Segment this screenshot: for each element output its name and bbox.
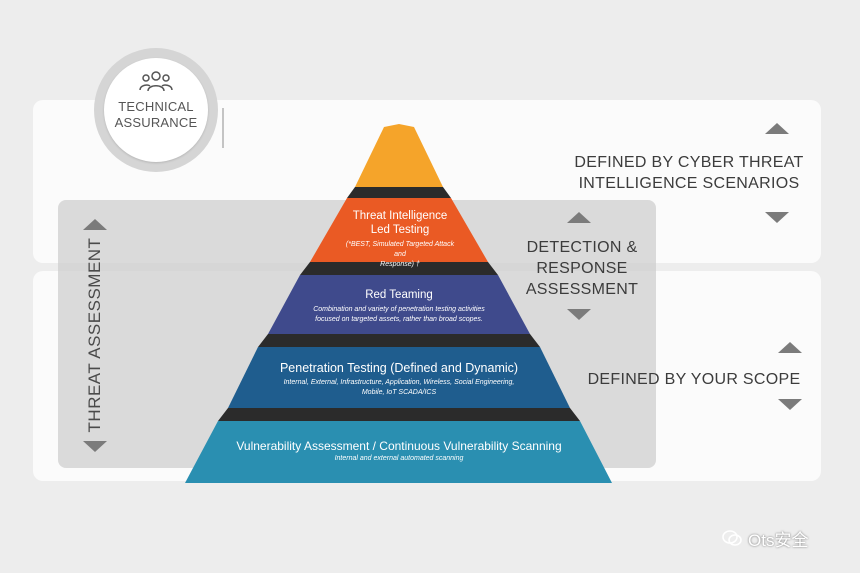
- caption-line: INTELLIGENCE SCENARIOS: [578, 175, 800, 192]
- arrow-up-icon: [567, 212, 591, 223]
- cyber-threat-caption: DEFINED BY CYBER THREAT INTELLIGENCE SCE…: [560, 152, 818, 194]
- tier-penetration-testing: [228, 347, 570, 408]
- detection-response-caption: DETECTION & RESPONSE ASSESSMENT: [508, 237, 656, 300]
- tier-description: Response) †: [380, 261, 420, 268]
- arrow-down-icon: [83, 441, 107, 452]
- tier-threat-intelligence-text: Threat Intelligence Led Testing (*BEST, …: [340, 209, 460, 270]
- badge-line-2: ASSURANCE: [114, 115, 198, 130]
- tier-edge: [347, 187, 451, 198]
- tier-title: Led Testing: [370, 224, 430, 236]
- technical-assurance-badge: TECHNICAL ASSURANCE: [104, 58, 208, 162]
- caption-line: ASSESSMENT: [525, 281, 639, 298]
- badge-label: TECHNICAL ASSURANCE: [104, 99, 208, 131]
- watermark: Ots安全: [722, 526, 808, 551]
- watermark-text: Ots安全: [748, 531, 809, 550]
- tier-red-teaming-text: Red Teaming Combination and variety of p…: [288, 288, 510, 325]
- tier-title: Red Teaming: [365, 289, 433, 301]
- tier-edge: [258, 334, 540, 347]
- tier-description: Combination and variety of penetration t…: [313, 306, 485, 313]
- tier-red-teaming: [268, 275, 530, 334]
- scope-caption: DEFINED BY YOUR SCOPE: [587, 371, 801, 388]
- tier-edge: [300, 262, 498, 275]
- tier-edge: [218, 408, 580, 421]
- tier-description: focused on targeted assets, rather than …: [315, 316, 483, 323]
- people-icon: [139, 71, 173, 92]
- chat-bubble-icon: [722, 530, 742, 551]
- arrow-up-icon: [83, 219, 107, 230]
- caption-line: RESPONSE: [536, 260, 628, 277]
- tier-description: Internal, External, Infrastructure, Appl…: [283, 379, 515, 386]
- tier-vulnerability-assessment: [185, 421, 612, 483]
- tier-vulnerability-assessment-text: Vulnerability Assessment / Continuous Vu…: [200, 439, 598, 464]
- badge-line-1: TECHNICAL: [118, 99, 194, 114]
- pyramid-apex: [355, 124, 443, 187]
- tier-description: Mobile, IoT SCADA/ICS: [361, 389, 437, 396]
- tier-threat-intelligence: [310, 198, 488, 262]
- caption-line: DETECTION &: [526, 239, 638, 256]
- tier-title: Penetration Testing (Defined and Dynamic…: [279, 361, 519, 375]
- caption-line: DEFINED BY CYBER THREAT: [574, 154, 804, 171]
- tier-penetration-testing-text: Penetration Testing (Defined and Dynamic…: [240, 361, 558, 398]
- arrow-up-icon: [778, 342, 802, 353]
- tier-title: Vulnerability Assessment / Continuous Vu…: [236, 439, 562, 453]
- tier-title: Threat Intelligence: [352, 210, 448, 222]
- arrow-down-icon: [778, 399, 802, 410]
- arrow-up-icon: [765, 123, 789, 134]
- tier-description: (*BEST, Simulated Targeted Attack and: [345, 241, 455, 258]
- tier-description: Internal and external automated scanning: [334, 455, 464, 462]
- arrow-down-icon: [567, 309, 591, 320]
- arrow-down-icon: [765, 212, 789, 223]
- badge-accent-line: [222, 108, 224, 148]
